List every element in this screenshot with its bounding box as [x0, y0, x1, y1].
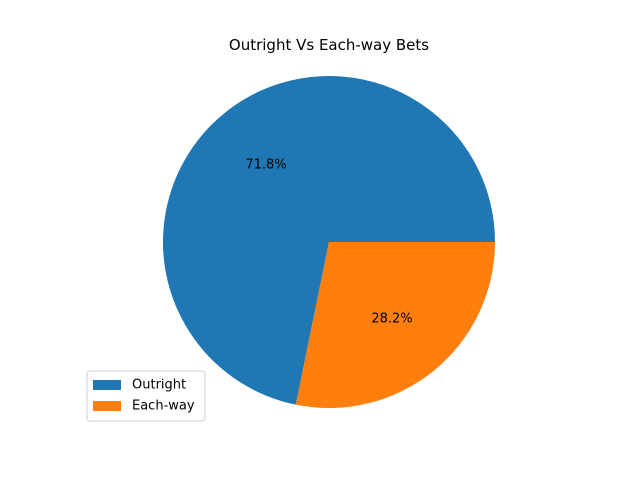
pie-slice-labels: 71.8% 28.2% [245, 157, 412, 326]
legend-label: Outright [132, 378, 186, 393]
pie-slice-label: 71.8% [245, 157, 286, 172]
pie-slice-outright [162, 76, 495, 405]
chart-title: Outright Vs Each-way Bets [229, 36, 429, 54]
pie-slice-each-way [295, 242, 495, 409]
legend-label: Each-way [132, 399, 195, 414]
legend-swatch [93, 380, 121, 390]
legend: Outright Each-way [86, 370, 206, 422]
pie-slice-label: 28.2% [371, 312, 412, 327]
legend-swatch [93, 401, 121, 411]
pie-slices [162, 76, 495, 409]
